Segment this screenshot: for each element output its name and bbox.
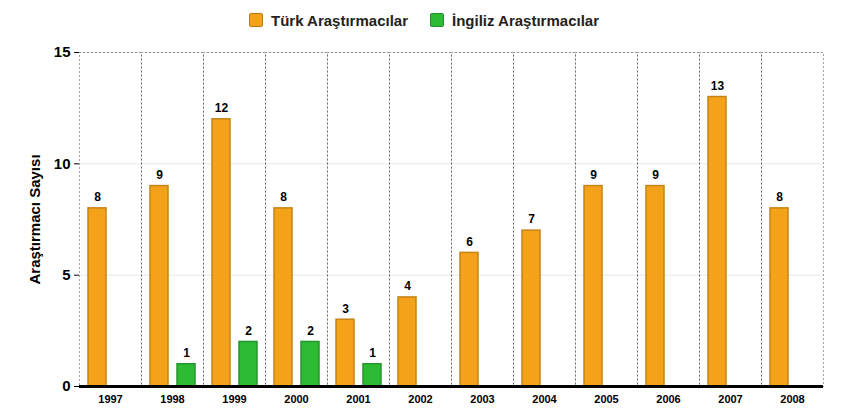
svg-text:8: 8 [280, 190, 287, 204]
svg-text:12: 12 [215, 101, 229, 115]
svg-text:2: 2 [245, 324, 252, 338]
svg-text:Araştırmacı Sayısı: Araştırmacı Sayısı [26, 154, 43, 284]
svg-text:8: 8 [776, 190, 783, 204]
svg-text:1: 1 [369, 346, 376, 360]
svg-text:2: 2 [307, 324, 314, 338]
svg-text:2008: 2008 [780, 393, 804, 405]
svg-text:1997: 1997 [98, 393, 122, 405]
svg-text:4: 4 [404, 279, 411, 293]
svg-text:9: 9 [156, 168, 163, 182]
svg-text:9: 9 [652, 168, 659, 182]
svg-text:8: 8 [94, 190, 101, 204]
svg-text:2006: 2006 [656, 393, 680, 405]
svg-text:6: 6 [466, 235, 473, 249]
svg-text:2004: 2004 [532, 393, 557, 405]
svg-text:2007: 2007 [718, 393, 742, 405]
svg-text:3: 3 [342, 302, 349, 316]
svg-text:13: 13 [711, 79, 725, 93]
svg-text:1: 1 [183, 346, 190, 360]
svg-text:9: 9 [590, 168, 597, 182]
svg-text:7: 7 [528, 212, 535, 226]
svg-text:15: 15 [54, 43, 71, 60]
html-text:Türk Araştırmacılar: Türk Araştırmacılar [271, 11, 408, 29]
svg-text:1998: 1998 [160, 393, 184, 405]
svg-text:2005: 2005 [594, 393, 618, 405]
svg-text:2000: 2000 [284, 393, 308, 405]
svg-text:0: 0 [62, 377, 70, 394]
svg-text:10: 10 [54, 155, 71, 172]
svg-text:2002: 2002 [408, 393, 432, 405]
svg-text:2001: 2001 [346, 393, 370, 405]
svg-text:1999: 1999 [222, 393, 246, 405]
svg-text:5: 5 [62, 266, 70, 283]
html-text:İngiliz Araştırmacılar: İngiliz Araştırmacılar [452, 11, 599, 29]
svg-text:2003: 2003 [470, 393, 494, 405]
